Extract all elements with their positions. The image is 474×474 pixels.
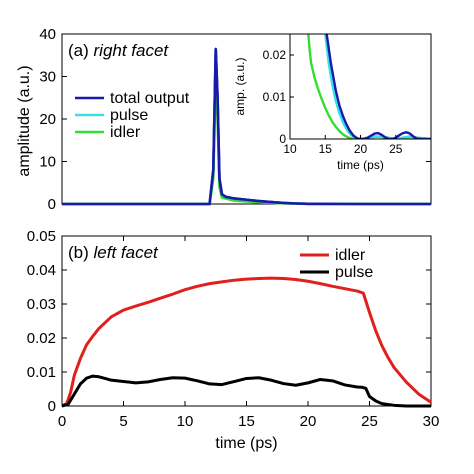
panel-b-ytick-label: 0.03 — [27, 296, 56, 313]
panel-b-legend-label: pulse — [335, 264, 373, 281]
panel-b-ytick-label: 0.02 — [27, 330, 56, 347]
panel-a-ytick-label: 30 — [39, 69, 56, 86]
panel-b-legend-label: idler — [335, 247, 366, 264]
panel-a-ylabel: amplitude (a.u.) — [16, 65, 33, 176]
panel-b-xtick-label: 0 — [58, 413, 66, 430]
inset-xlabel: time (ps) — [337, 158, 384, 172]
inset-ytick-label: 0.01 — [263, 90, 287, 104]
inset: 10 15 20 25 0 0.01 0.02 time (ps) amp. (a.u.) — [233, 33, 432, 172]
panel-a-ytick-label: 0 — [48, 196, 56, 213]
inset-xtick-label: 20 — [354, 142, 368, 156]
panel-b-title-text: left facet — [94, 243, 160, 262]
inset-background — [290, 34, 431, 139]
inset-xtick-label: 25 — [389, 142, 403, 156]
panel-a-ytick-label: 10 — [39, 154, 56, 171]
panel-b-xtick-label: 15 — [238, 413, 255, 430]
panel-b-xtick-label: 20 — [300, 413, 317, 430]
panel-a-series-total-output-top — [62, 48, 431, 206]
panel-a-title: (a) right facet — [68, 41, 169, 60]
panel-b-label: (b) — [68, 243, 94, 262]
panel-b-ytick-label: 0.05 — [27, 228, 56, 245]
panel-b-ytick-label: 0.01 — [27, 364, 56, 381]
inset-series-total-output — [325, 34, 431, 139]
panel-b-title: (b) left facet — [68, 243, 159, 262]
panel-b-xtick-label: 5 — [119, 413, 127, 430]
inset-xtick-label: 10 — [283, 142, 297, 156]
panel-b: 0 5 10 15 20 25 30 0 0.01 0.02 0.03 0.04 0.05 (b) lef… — [27, 228, 440, 452]
inset-xtick-label: 15 — [319, 142, 333, 156]
panel-a-legend-label: idler — [110, 124, 141, 141]
panel-b-xtick-label: 25 — [361, 413, 378, 430]
panel-b-series-idler — [61, 276, 432, 408]
panel-a-label: (a) — [68, 41, 94, 60]
panel-b-ytick-label: 0.04 — [27, 262, 56, 279]
inset-ytick-label: 0.02 — [263, 48, 287, 62]
panel-b-xlabel: time (ps) — [215, 435, 277, 452]
panel-b-xtick-label: 10 — [177, 413, 194, 430]
panel-b-series-pulse — [61, 374, 431, 408]
panel-b-ytick-label: 0 — [48, 398, 56, 415]
panel-a-ytick-label: 20 — [39, 111, 56, 128]
inset-ytick-label: 0 — [279, 132, 286, 146]
inset-ylabel: amp. (a.u.) — [233, 57, 247, 115]
panel-b-xtick-label: 30 — [423, 413, 440, 430]
panel-a-legend-label: total output — [110, 90, 190, 107]
panel-a-legend-label: pulse — [110, 107, 148, 124]
panel-a-ytick-label: 40 — [39, 26, 56, 43]
panel-a-title-text: right facet — [94, 41, 170, 60]
